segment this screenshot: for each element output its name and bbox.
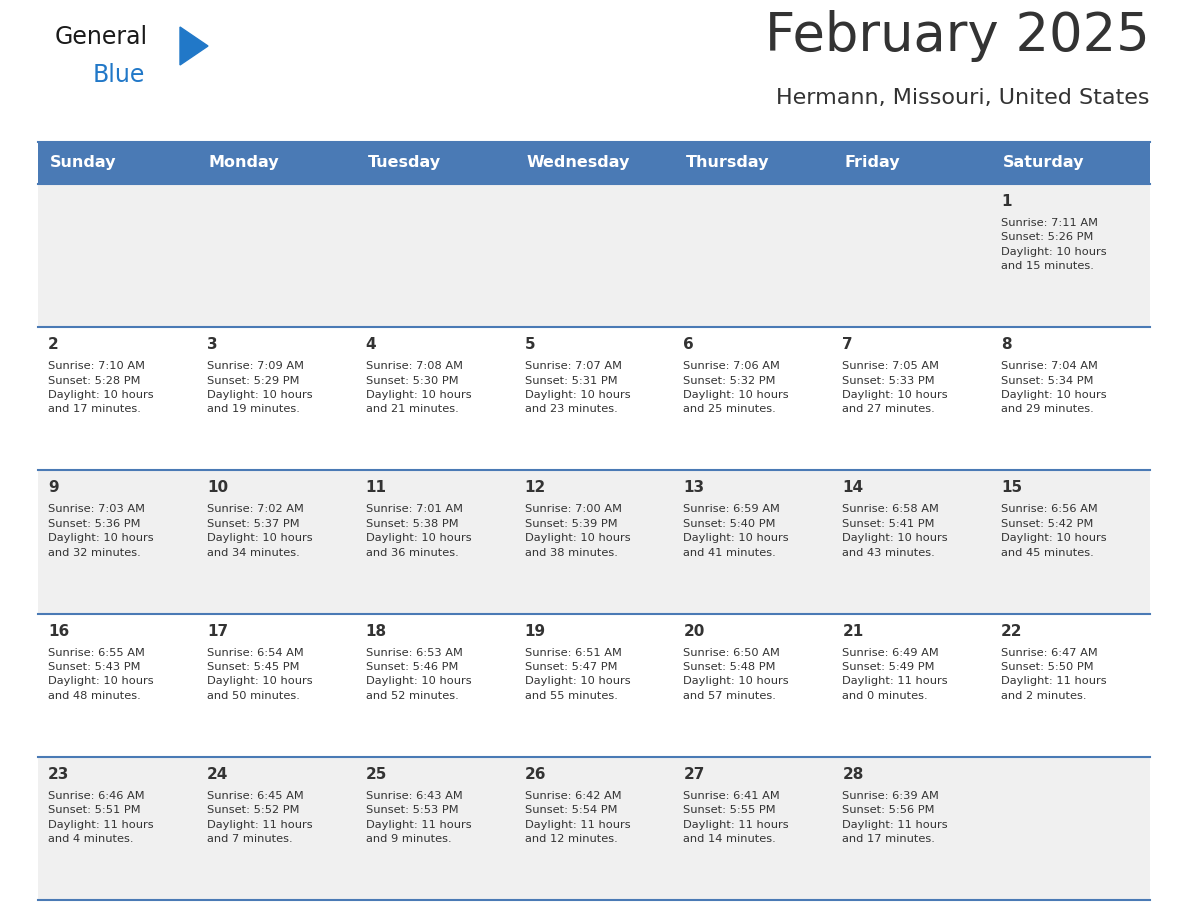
Text: Sunrise: 6:54 AM
Sunset: 5:45 PM
Daylight: 10 hours
and 50 minutes.: Sunrise: 6:54 AM Sunset: 5:45 PM Dayligh… xyxy=(207,647,312,700)
Text: Sunrise: 6:41 AM
Sunset: 5:55 PM
Daylight: 11 hours
and 14 minutes.: Sunrise: 6:41 AM Sunset: 5:55 PM Dayligh… xyxy=(683,790,789,844)
Text: 19: 19 xyxy=(525,623,545,639)
Text: Sunrise: 6:58 AM
Sunset: 5:41 PM
Daylight: 10 hours
and 43 minutes.: Sunrise: 6:58 AM Sunset: 5:41 PM Dayligh… xyxy=(842,504,948,557)
Text: 2: 2 xyxy=(48,337,58,353)
Text: Sunrise: 7:04 AM
Sunset: 5:34 PM
Daylight: 10 hours
and 29 minutes.: Sunrise: 7:04 AM Sunset: 5:34 PM Dayligh… xyxy=(1001,361,1107,414)
Text: Sunrise: 6:53 AM
Sunset: 5:46 PM
Daylight: 10 hours
and 52 minutes.: Sunrise: 6:53 AM Sunset: 5:46 PM Dayligh… xyxy=(366,647,472,700)
Text: Sunrise: 7:09 AM
Sunset: 5:29 PM
Daylight: 10 hours
and 19 minutes.: Sunrise: 7:09 AM Sunset: 5:29 PM Dayligh… xyxy=(207,361,312,414)
Text: Friday: Friday xyxy=(845,155,901,171)
Text: Sunrise: 7:10 AM
Sunset: 5:28 PM
Daylight: 10 hours
and 17 minutes.: Sunrise: 7:10 AM Sunset: 5:28 PM Dayligh… xyxy=(48,361,153,414)
Text: 8: 8 xyxy=(1001,337,1012,353)
Text: Sunrise: 6:55 AM
Sunset: 5:43 PM
Daylight: 10 hours
and 48 minutes.: Sunrise: 6:55 AM Sunset: 5:43 PM Dayligh… xyxy=(48,647,153,700)
Bar xyxy=(38,327,1150,470)
Text: Blue: Blue xyxy=(93,63,145,87)
Text: Sunrise: 6:42 AM
Sunset: 5:54 PM
Daylight: 11 hours
and 12 minutes.: Sunrise: 6:42 AM Sunset: 5:54 PM Dayligh… xyxy=(525,790,630,844)
Bar xyxy=(38,470,1150,613)
Text: 18: 18 xyxy=(366,623,387,639)
Text: 13: 13 xyxy=(683,480,704,496)
Text: 5: 5 xyxy=(525,337,536,353)
Text: Sunrise: 6:49 AM
Sunset: 5:49 PM
Daylight: 11 hours
and 0 minutes.: Sunrise: 6:49 AM Sunset: 5:49 PM Dayligh… xyxy=(842,647,948,700)
Text: Monday: Monday xyxy=(209,155,279,171)
Bar xyxy=(38,756,1150,900)
Text: 12: 12 xyxy=(525,480,545,496)
Text: General: General xyxy=(55,25,148,49)
Text: Saturday: Saturday xyxy=(1003,155,1085,171)
Bar xyxy=(38,613,1150,756)
Text: Sunrise: 6:43 AM
Sunset: 5:53 PM
Daylight: 11 hours
and 9 minutes.: Sunrise: 6:43 AM Sunset: 5:53 PM Dayligh… xyxy=(366,790,472,844)
Text: Wednesday: Wednesday xyxy=(526,155,630,171)
Text: Sunrise: 6:59 AM
Sunset: 5:40 PM
Daylight: 10 hours
and 41 minutes.: Sunrise: 6:59 AM Sunset: 5:40 PM Dayligh… xyxy=(683,504,789,557)
Text: 24: 24 xyxy=(207,767,228,782)
Text: 11: 11 xyxy=(366,480,387,496)
Bar xyxy=(38,142,1150,184)
Text: 7: 7 xyxy=(842,337,853,353)
Text: February 2025: February 2025 xyxy=(765,10,1150,62)
Text: 26: 26 xyxy=(525,767,546,782)
Text: 6: 6 xyxy=(683,337,694,353)
Text: Sunrise: 7:03 AM
Sunset: 5:36 PM
Daylight: 10 hours
and 32 minutes.: Sunrise: 7:03 AM Sunset: 5:36 PM Dayligh… xyxy=(48,504,153,557)
Text: Sunrise: 7:01 AM
Sunset: 5:38 PM
Daylight: 10 hours
and 36 minutes.: Sunrise: 7:01 AM Sunset: 5:38 PM Dayligh… xyxy=(366,504,472,557)
Bar xyxy=(38,184,1150,327)
Text: Sunrise: 6:45 AM
Sunset: 5:52 PM
Daylight: 11 hours
and 7 minutes.: Sunrise: 6:45 AM Sunset: 5:52 PM Dayligh… xyxy=(207,790,312,844)
Text: 14: 14 xyxy=(842,480,864,496)
Text: 17: 17 xyxy=(207,623,228,639)
Text: Sunrise: 7:07 AM
Sunset: 5:31 PM
Daylight: 10 hours
and 23 minutes.: Sunrise: 7:07 AM Sunset: 5:31 PM Dayligh… xyxy=(525,361,630,414)
Text: Tuesday: Tuesday xyxy=(368,155,441,171)
Text: Sunrise: 6:47 AM
Sunset: 5:50 PM
Daylight: 11 hours
and 2 minutes.: Sunrise: 6:47 AM Sunset: 5:50 PM Dayligh… xyxy=(1001,647,1107,700)
Text: 28: 28 xyxy=(842,767,864,782)
Text: 23: 23 xyxy=(48,767,69,782)
Text: Hermann, Missouri, United States: Hermann, Missouri, United States xyxy=(777,88,1150,108)
Text: Sunrise: 7:00 AM
Sunset: 5:39 PM
Daylight: 10 hours
and 38 minutes.: Sunrise: 7:00 AM Sunset: 5:39 PM Dayligh… xyxy=(525,504,630,557)
Text: 21: 21 xyxy=(842,623,864,639)
Polygon shape xyxy=(181,27,208,65)
Text: 4: 4 xyxy=(366,337,377,353)
Text: Sunrise: 7:05 AM
Sunset: 5:33 PM
Daylight: 10 hours
and 27 minutes.: Sunrise: 7:05 AM Sunset: 5:33 PM Dayligh… xyxy=(842,361,948,414)
Text: Sunrise: 7:08 AM
Sunset: 5:30 PM
Daylight: 10 hours
and 21 minutes.: Sunrise: 7:08 AM Sunset: 5:30 PM Dayligh… xyxy=(366,361,472,414)
Text: 9: 9 xyxy=(48,480,58,496)
Text: 27: 27 xyxy=(683,767,704,782)
Text: Sunrise: 6:50 AM
Sunset: 5:48 PM
Daylight: 10 hours
and 57 minutes.: Sunrise: 6:50 AM Sunset: 5:48 PM Dayligh… xyxy=(683,647,789,700)
Text: 1: 1 xyxy=(1001,194,1012,209)
Text: 20: 20 xyxy=(683,623,704,639)
Text: 25: 25 xyxy=(366,767,387,782)
Text: 3: 3 xyxy=(207,337,217,353)
Text: Sunday: Sunday xyxy=(50,155,116,171)
Text: Sunrise: 7:11 AM
Sunset: 5:26 PM
Daylight: 10 hours
and 15 minutes.: Sunrise: 7:11 AM Sunset: 5:26 PM Dayligh… xyxy=(1001,218,1107,271)
Text: Sunrise: 6:51 AM
Sunset: 5:47 PM
Daylight: 10 hours
and 55 minutes.: Sunrise: 6:51 AM Sunset: 5:47 PM Dayligh… xyxy=(525,647,630,700)
Text: 16: 16 xyxy=(48,623,69,639)
Text: Thursday: Thursday xyxy=(685,155,769,171)
Text: 22: 22 xyxy=(1001,623,1023,639)
Text: 15: 15 xyxy=(1001,480,1022,496)
Text: Sunrise: 6:46 AM
Sunset: 5:51 PM
Daylight: 11 hours
and 4 minutes.: Sunrise: 6:46 AM Sunset: 5:51 PM Dayligh… xyxy=(48,790,153,844)
Text: Sunrise: 6:39 AM
Sunset: 5:56 PM
Daylight: 11 hours
and 17 minutes.: Sunrise: 6:39 AM Sunset: 5:56 PM Dayligh… xyxy=(842,790,948,844)
Text: 10: 10 xyxy=(207,480,228,496)
Text: Sunrise: 7:06 AM
Sunset: 5:32 PM
Daylight: 10 hours
and 25 minutes.: Sunrise: 7:06 AM Sunset: 5:32 PM Dayligh… xyxy=(683,361,789,414)
Text: Sunrise: 6:56 AM
Sunset: 5:42 PM
Daylight: 10 hours
and 45 minutes.: Sunrise: 6:56 AM Sunset: 5:42 PM Dayligh… xyxy=(1001,504,1107,557)
Text: Sunrise: 7:02 AM
Sunset: 5:37 PM
Daylight: 10 hours
and 34 minutes.: Sunrise: 7:02 AM Sunset: 5:37 PM Dayligh… xyxy=(207,504,312,557)
